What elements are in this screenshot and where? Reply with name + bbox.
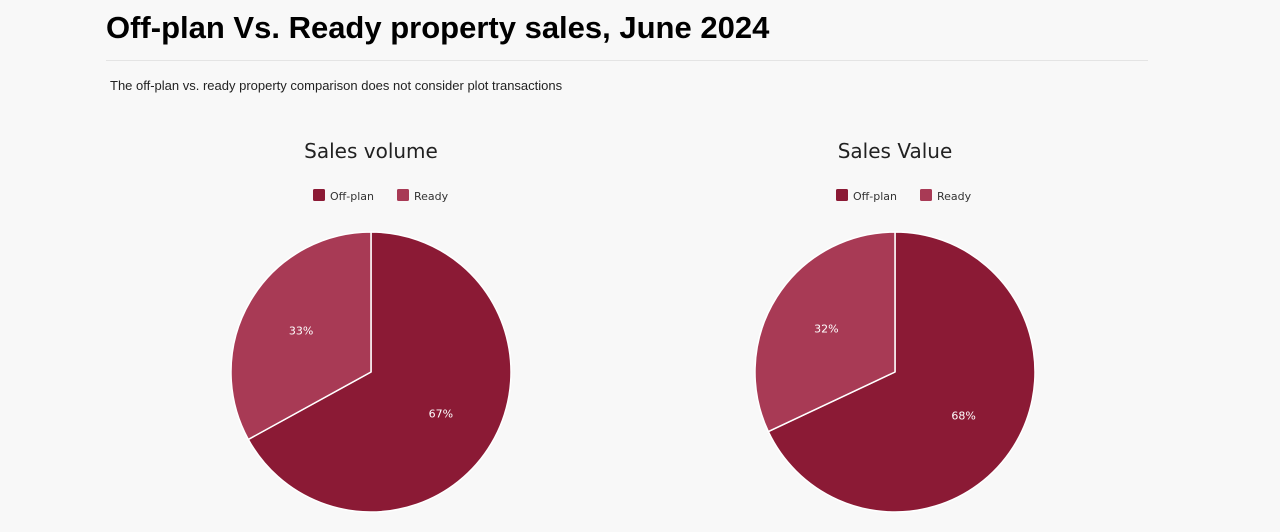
legend-label-ready: Ready: [414, 190, 449, 203]
pie-slice-off-plan: [767, 231, 1036, 513]
title-divider: [106, 60, 1148, 61]
slice-label-ready: 33%: [289, 325, 313, 338]
legend-label-off-plan: Off-plan: [853, 190, 897, 203]
legend-swatch-off-plan: [313, 189, 325, 201]
legend-label-off-plan: Off-plan: [330, 190, 374, 203]
slice-label-ready: 32%: [814, 323, 838, 336]
page-subtitle: The off-plan vs. ready property comparis…: [110, 78, 563, 93]
chart-legend: Off-plan Ready: [313, 189, 449, 203]
pie-slice-ready: [230, 231, 372, 441]
chart-title: Sales Value: [838, 139, 953, 163]
pie-slice-ready: [754, 231, 896, 433]
chart-legend: Off-plan Ready: [836, 189, 972, 203]
pie-slice-off-plan: [247, 231, 512, 513]
legend-swatch-off-plan: [836, 189, 848, 201]
chart-title: Sales volume: [304, 139, 438, 163]
page-title: Off-plan Vs. Ready property sales, June …: [106, 10, 770, 45]
slice-label-off-plan: 67%: [429, 407, 453, 420]
pie-chart-sales-volume: Sales volume Off-plan Ready 67% 33%: [230, 139, 512, 513]
legend-label-ready: Ready: [937, 190, 972, 203]
legend-swatch-ready: [397, 189, 409, 201]
pie-chart-sales-value: Sales Value Off-plan Ready 68% 32%: [754, 139, 1036, 513]
slice-label-off-plan: 68%: [951, 410, 975, 423]
legend-swatch-ready: [920, 189, 932, 201]
